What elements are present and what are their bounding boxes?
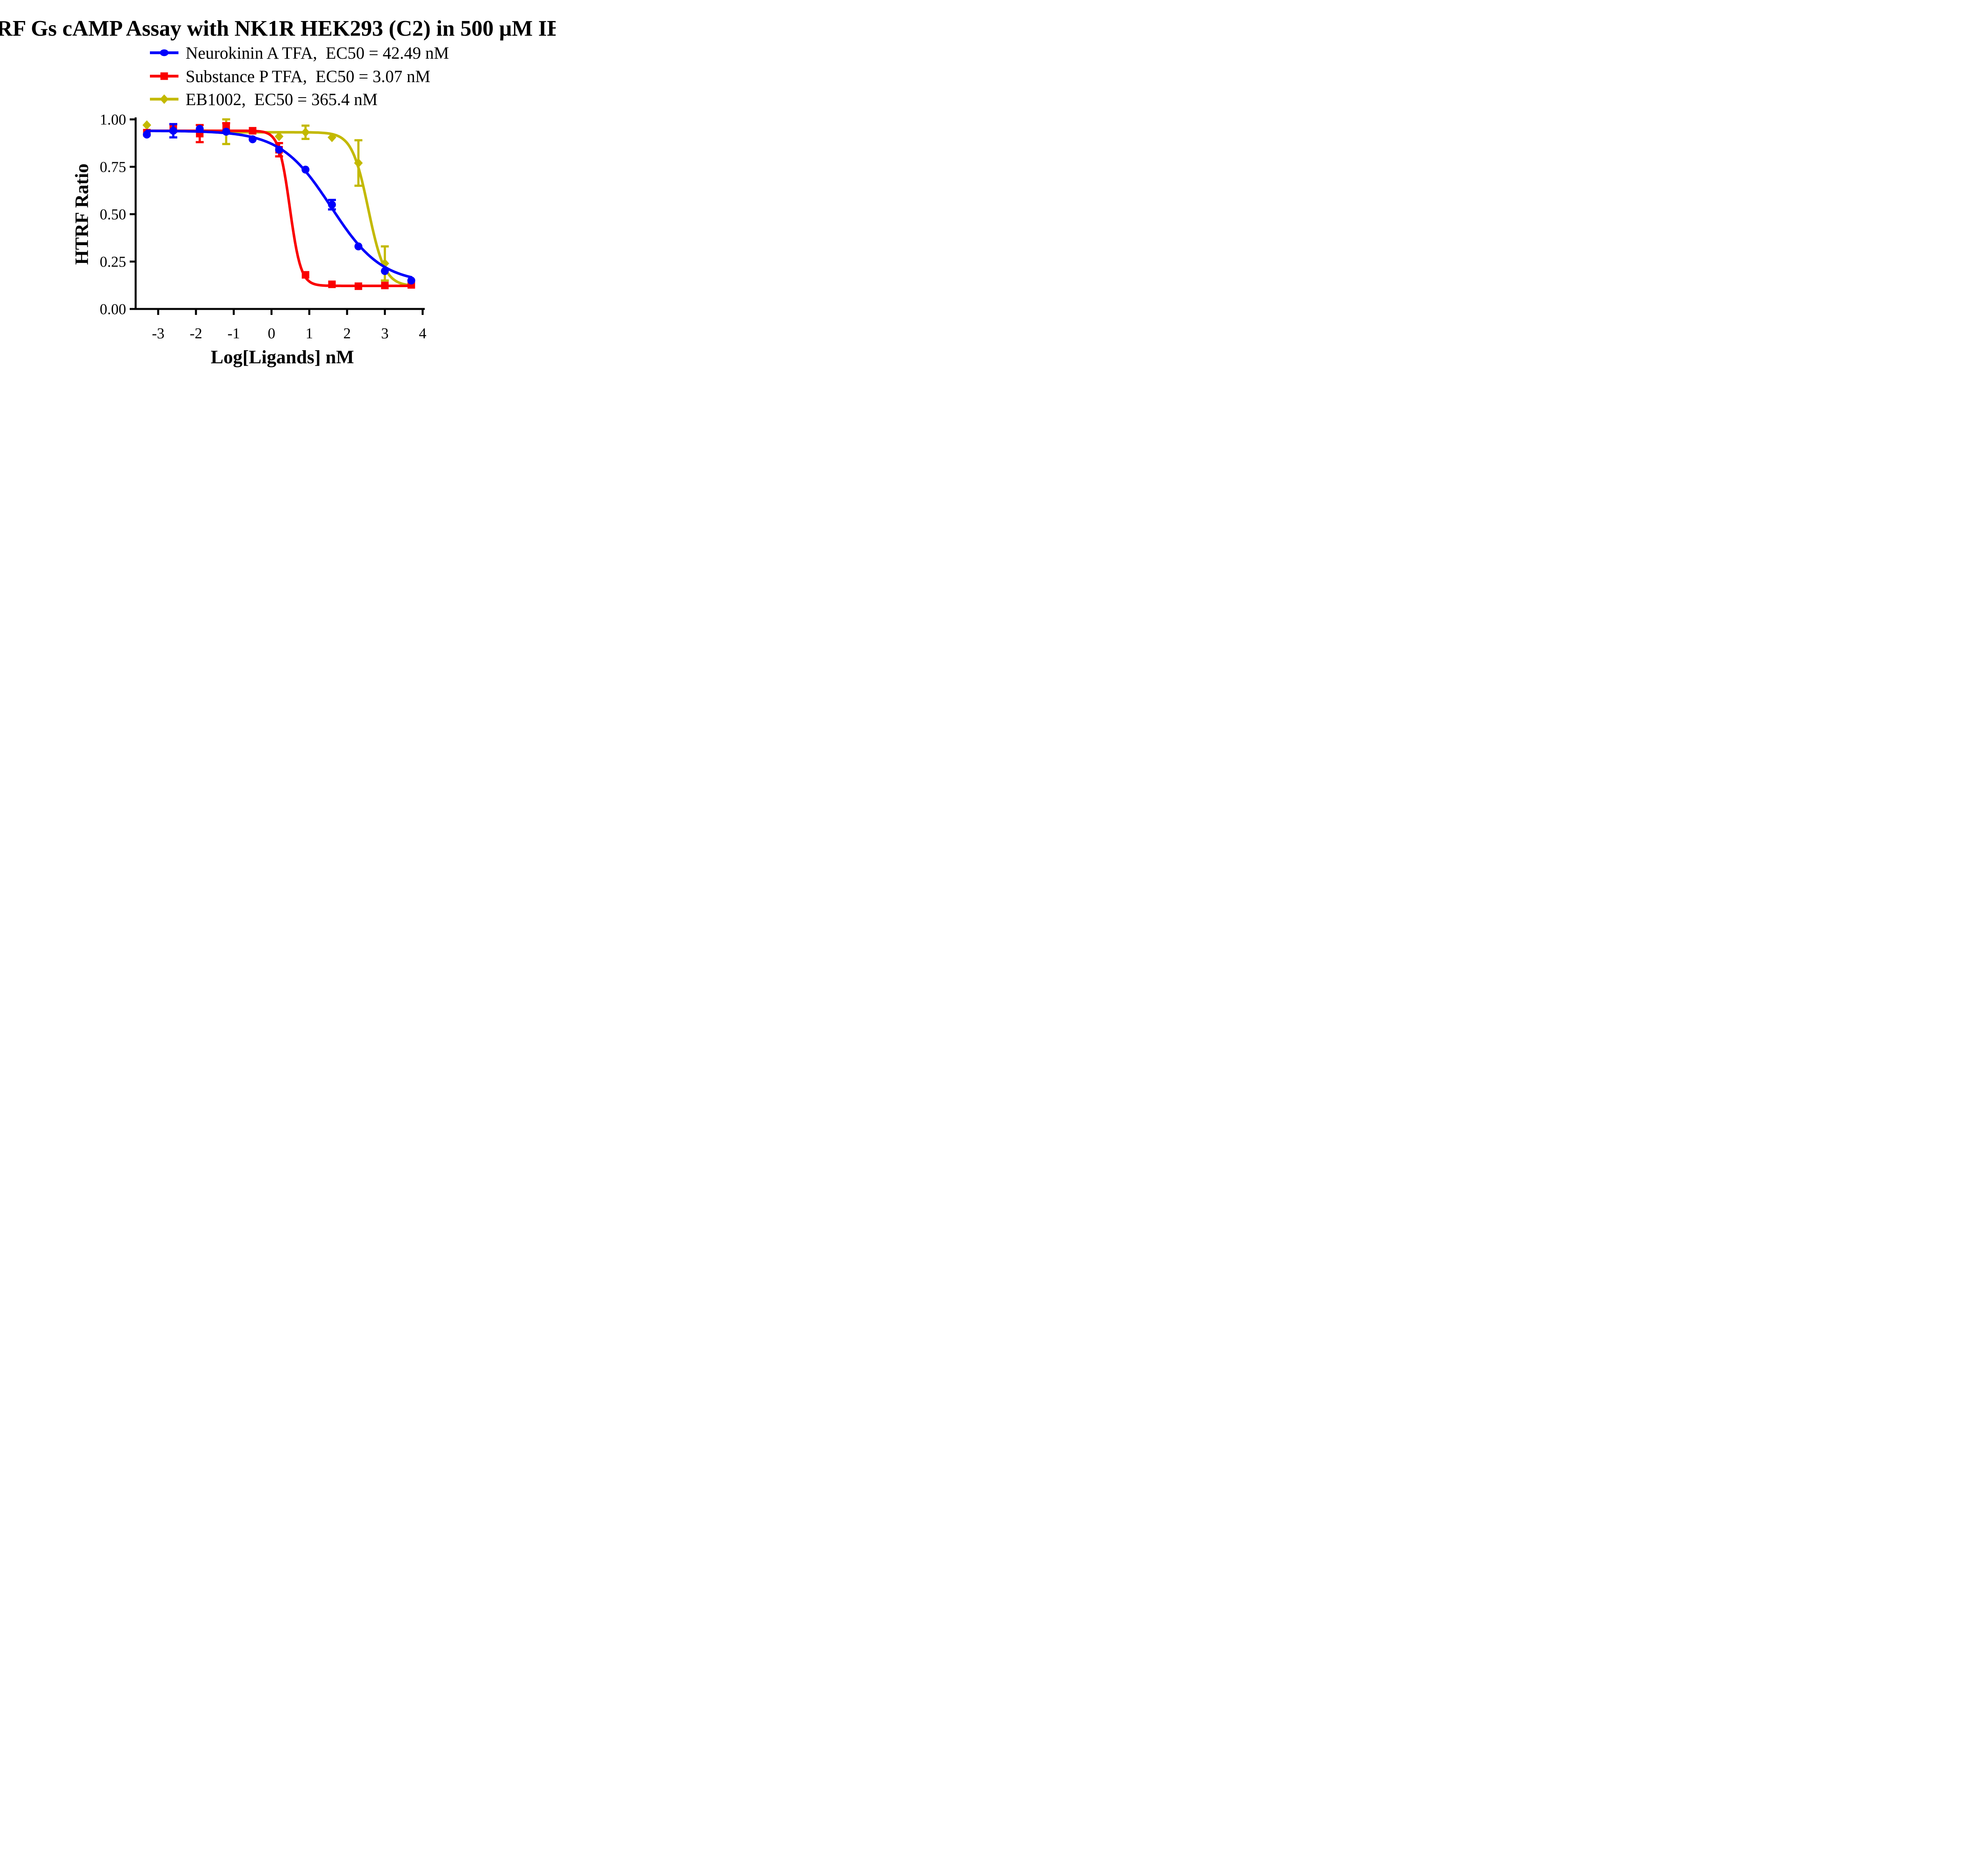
legend: Neurokinin A TFA, EC50 = 42.49 nM Substan… (150, 44, 449, 109)
data-point-circle (407, 276, 416, 285)
data-point-circle (328, 201, 336, 209)
x-axis-title: Log[Ligands] nM (211, 347, 354, 368)
y-tick-label: 0.00 (100, 301, 127, 318)
series-layer (142, 118, 416, 290)
legend-label: EB1002, EC50 = 365.4 nM (186, 90, 378, 109)
y-tick-label: 0.25 (100, 254, 127, 270)
data-point-circle (354, 242, 362, 251)
data-point-diamond (274, 132, 284, 142)
legend-label: Substance P TFA, EC50 = 3.07 nM (186, 67, 430, 86)
data-point-square (381, 282, 389, 290)
legend-label: Neurokinin A TFA, EC50 = 42.49 nM (186, 44, 449, 63)
x-tick-label: 0 (268, 325, 275, 342)
data-point-circle (222, 128, 230, 136)
figure: HTRF Gs cAMP Assay with NK1R HEK293 (C2)… (0, 0, 556, 375)
data-point-circle (381, 267, 389, 275)
y-axis-title: HTRF Ratio (71, 163, 92, 265)
data-point-circle (301, 165, 310, 174)
x-tick-label: -2 (190, 325, 202, 342)
legend-item-neurokinin-a-tfa: Neurokinin A TFA, EC50 = 42.49 nM (150, 44, 449, 63)
series-neurokinin-a-tfa (143, 123, 416, 285)
data-point-diamond (328, 132, 337, 142)
y-tick-label: 0.75 (100, 159, 127, 176)
x-tick-label: 4 (419, 325, 426, 342)
data-point-circle (143, 130, 151, 139)
y-tick-label: 1.00 (100, 111, 127, 128)
data-point-circle (248, 135, 257, 144)
data-point-diamond (160, 94, 169, 104)
chart-title: HTRF Gs cAMP Assay with NK1R HEK293 (C2)… (0, 16, 556, 41)
data-point-square (328, 280, 336, 288)
data-point-square (249, 127, 257, 135)
dose-response-chart: HTRF Gs cAMP Assay with NK1R HEK293 (C2)… (0, 16, 556, 368)
x-tick-label: 3 (381, 325, 389, 342)
data-point-square (301, 271, 309, 279)
axes: 0.00 0.25 0.50 0.75 1.00 -3 -2 -1 0 1 2 3 4 (100, 111, 427, 342)
data-point-circle (275, 146, 283, 154)
data-point-circle (196, 125, 204, 133)
data-point-diamond (301, 127, 310, 137)
data-point-circle (160, 49, 169, 56)
legend-item-substance-p-tfa: Substance P TFA, EC50 = 3.07 nM (150, 67, 430, 86)
data-point-diamond (354, 158, 363, 168)
x-tick-label: -1 (228, 325, 240, 342)
data-point-diamond (142, 120, 152, 130)
data-point-square (160, 72, 168, 80)
data-point-circle (169, 127, 177, 135)
x-tick-label: -3 (152, 325, 165, 342)
legend-item-eb1002: EB1002, EC50 = 365.4 nM (150, 90, 378, 109)
x-tick-label: 1 (305, 325, 313, 342)
x-tick-label: 2 (343, 325, 351, 342)
data-point-square (355, 282, 362, 290)
y-tick-label: 0.50 (100, 206, 127, 223)
